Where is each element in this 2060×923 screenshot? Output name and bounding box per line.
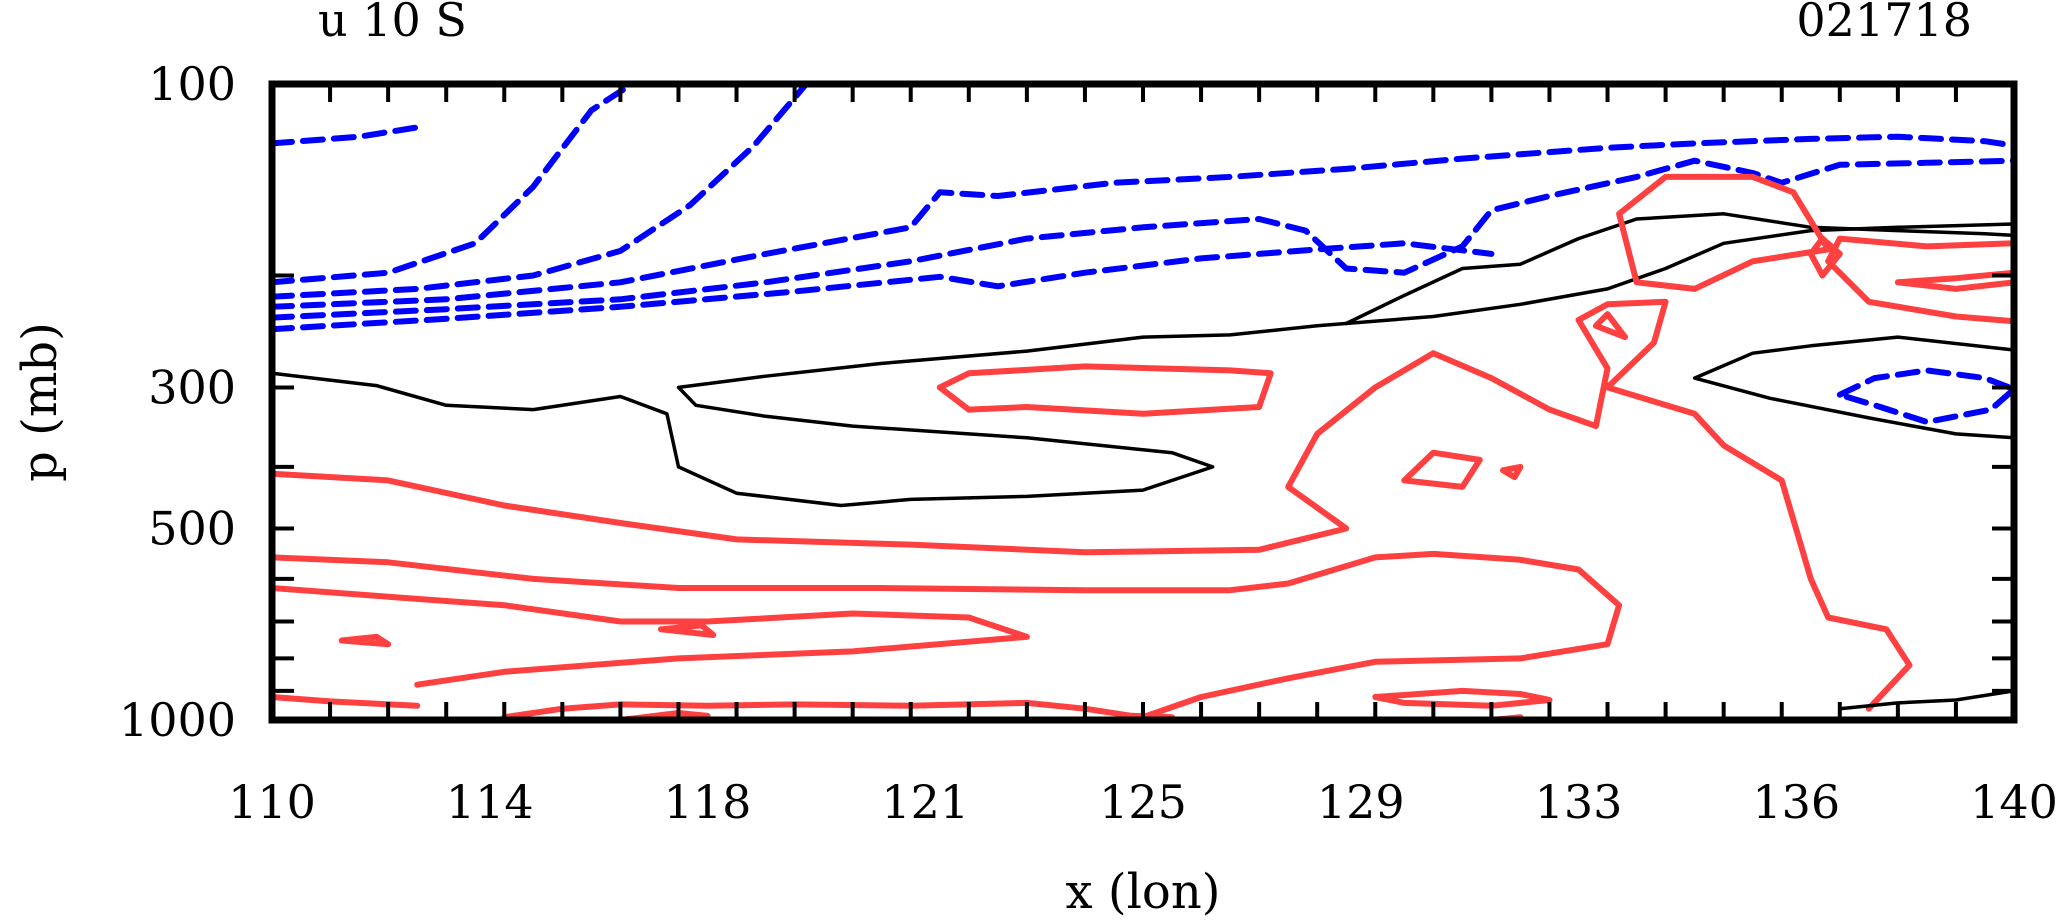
- contour-line-zero-0: [272, 222, 2014, 508]
- chart-title-left: u 10 S: [318, 0, 467, 47]
- contour-line-negative-2: [272, 84, 810, 300]
- x-tick-label: 114: [446, 775, 534, 829]
- contour-line-negative-6: [1836, 367, 2014, 425]
- contour-line-positive-8: [936, 363, 1274, 417]
- x-tick-label: 125: [1099, 775, 1187, 829]
- contour-line-zero-1: [1344, 212, 2014, 326]
- contour-line-negative-3: [272, 133, 2014, 310]
- contour-line-positive-10: [1500, 463, 1524, 481]
- contour-line-negative-5: [272, 240, 1495, 333]
- x-tick-labels: 110 114 118 121 125 129 133 136 140: [228, 775, 2058, 829]
- contour-line-positive-1: [272, 550, 1623, 720]
- y-tick-label: 100: [148, 57, 236, 111]
- contour-lines: [272, 84, 2014, 720]
- contour-line-zero-0: [1838, 689, 2014, 711]
- y-tick-label: 500: [148, 502, 236, 556]
- contour-line-positive-3: [272, 694, 421, 709]
- contour-line-zero-2: [1692, 335, 2014, 440]
- contour-line-positive-6: [338, 633, 392, 648]
- y-axis-title: p (mb): [12, 322, 68, 482]
- y-tick-label: 1000: [119, 693, 236, 747]
- chart-title-right: 021718: [1796, 0, 1972, 47]
- contour-line-negative-0: [272, 124, 421, 147]
- x-tick-label: 140: [1970, 775, 2058, 829]
- contour-line-positive-12: [1616, 173, 1832, 292]
- contour-line-positive-15: [1894, 269, 2014, 292]
- contour-line-positive-9: [1401, 449, 1483, 490]
- contour-line-positive-11: [1592, 311, 1628, 341]
- x-tick-label: 129: [1317, 775, 1405, 829]
- y-tick-labels: 100 300 500 1000: [119, 57, 236, 747]
- contour-line-positive-0: [272, 298, 1913, 712]
- x-tick-label: 118: [664, 775, 752, 829]
- plot-frame: [268, 80, 2018, 724]
- contour-line-positive-2: [272, 585, 1030, 688]
- x-axis-title: x (lon): [1066, 864, 1221, 920]
- x-tick-label: 121: [881, 775, 969, 829]
- x-tick-label: 133: [1535, 775, 1623, 829]
- contour-line-negative-4: [272, 157, 2014, 321]
- y-tick-label: 300: [148, 360, 236, 414]
- x-tick-label: 136: [1752, 775, 1840, 829]
- contour-line-positive-7: [658, 622, 717, 638]
- contour-line-negative-1: [272, 84, 635, 286]
- contour-line-positive-16: [1372, 687, 1553, 709]
- contour-line-positive-14: [1825, 235, 2014, 325]
- x-tick-label: 110: [228, 775, 316, 829]
